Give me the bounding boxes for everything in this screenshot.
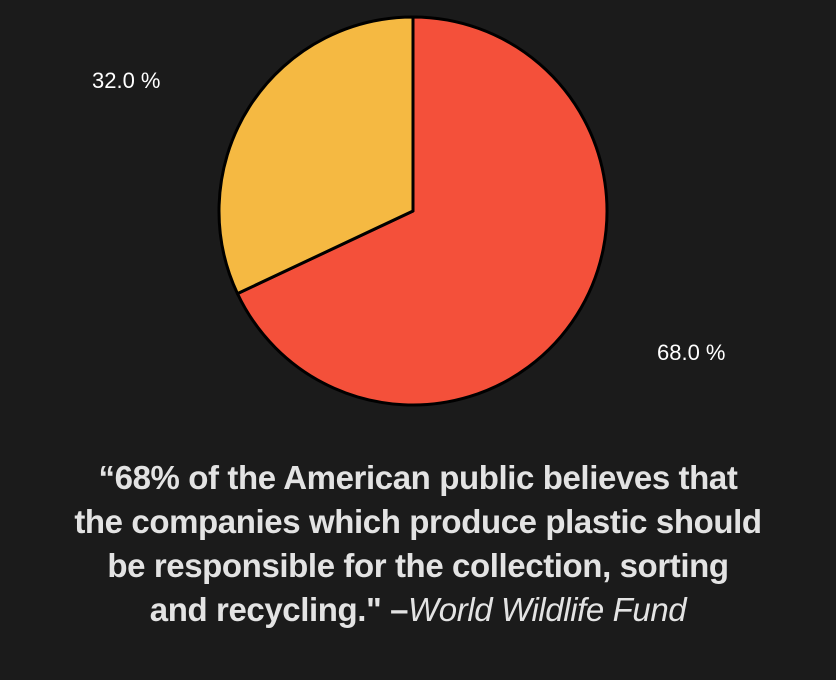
slice-label-small: 32.0 % [92,68,161,93]
quote-line-4: and recycling." –World Wildlife Fund [18,588,818,632]
pie-slice-large [235,15,609,407]
pie-chart: 32.0 % 68.0 % [92,15,726,407]
pie-slice-small [217,15,415,296]
quote-line-4-text: and recycling." – [149,591,409,628]
pie-chart-svg [217,15,609,407]
quote-block: “68% of the American public believes tha… [18,456,818,632]
quote-line-2: the companies which produce plastic shou… [74,503,762,540]
quote-line-1: “68% of the American public believes tha… [98,459,738,496]
quote-attribution: World Wildlife Fund [408,591,687,628]
quote-line-3: be responsible for the collection, sorti… [107,547,729,584]
slice-label-large: 68.0 % [657,340,726,365]
